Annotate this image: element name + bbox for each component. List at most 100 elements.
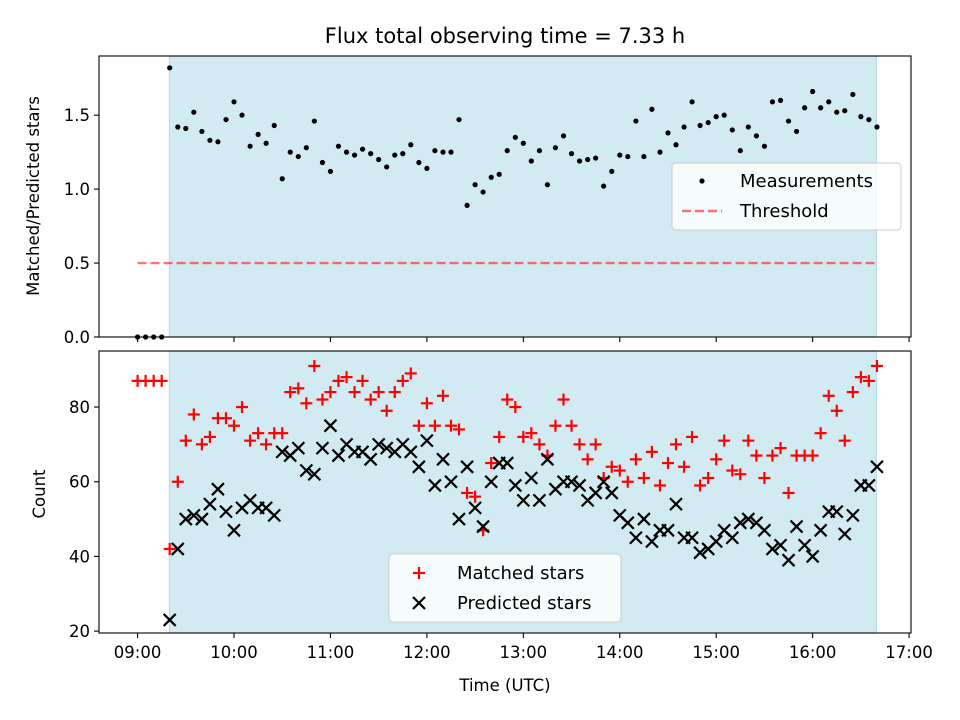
- matched-star-point: [525, 427, 538, 440]
- predicted-star-point: [532, 493, 547, 508]
- matched-star-point: [533, 438, 546, 451]
- measurement-point: [593, 155, 599, 161]
- x-tick-label: 10:00: [210, 643, 258, 662]
- measurement-point: [384, 164, 390, 170]
- matched-star-point: [565, 419, 578, 432]
- measurement-point: [761, 143, 768, 149]
- predicted-star-point: [564, 474, 579, 489]
- measurement-point: [400, 151, 406, 157]
- predicted-star-point: [725, 530, 740, 545]
- measurement-point: [496, 171, 502, 177]
- x-tick-label: 13:00: [500, 643, 548, 662]
- matched-star-point: [276, 427, 289, 440]
- measurement-point: [633, 118, 639, 124]
- measurement-point: [520, 140, 526, 146]
- matched-star-point: [702, 471, 715, 484]
- predicted-star-point: [516, 493, 531, 508]
- measurement-point: [287, 149, 293, 155]
- x-tick-label: 17:00: [885, 643, 933, 662]
- measurement-point: [745, 124, 751, 130]
- measurement-point: [167, 65, 173, 71]
- matched-star-point: [669, 438, 682, 451]
- predicted-star-point: [323, 418, 338, 433]
- predicted-star-point: [171, 542, 185, 556]
- measurement-point: [641, 153, 647, 160]
- measurement-point: [183, 125, 189, 132]
- predicted-star-point: [524, 471, 539, 485]
- measurement-point: [440, 149, 446, 155]
- matched-star-point: [493, 430, 506, 443]
- measurement-point: [552, 145, 559, 151]
- predicted-star-point: [709, 534, 723, 549]
- legend-matched-marker: [413, 567, 425, 579]
- matched-star-point: [228, 419, 241, 432]
- x-tick-label: 09:00: [114, 643, 162, 662]
- matched-star-point: [645, 445, 658, 458]
- measurement-point: [368, 151, 374, 157]
- matched-star-point: [509, 401, 522, 414]
- matched-star-point: [469, 490, 482, 503]
- matched-star-point: [452, 423, 465, 436]
- bottom-panel: 20 40 60 80 09:00 10:00 11:00 12:00 13:00 14:00 1…: [30, 350, 933, 695]
- predicted-star-point: [637, 512, 651, 526]
- matched-star-point: [750, 449, 763, 462]
- matched-star-point: [742, 434, 755, 447]
- predicted-star-point: [685, 530, 699, 545]
- measurement-point: [769, 99, 776, 105]
- measurement-point: [271, 122, 277, 129]
- matched-star-point: [718, 434, 731, 447]
- measurement-point: [175, 124, 181, 130]
- matched-star-point: [613, 464, 626, 477]
- predicted-star-point: [805, 549, 820, 564]
- matched-star-point: [340, 371, 353, 384]
- matched-star-point: [412, 419, 425, 432]
- bottom-legend: Matched stars Predicted stars: [388, 553, 622, 623]
- measurement-point: [874, 124, 880, 130]
- predicted-star-point: [412, 460, 426, 474]
- measurement-point: [247, 143, 253, 149]
- predicted-star-point: [315, 441, 330, 455]
- matched-star-point: [284, 386, 297, 399]
- measurement-point: [335, 143, 342, 149]
- matched-star-point: [292, 382, 305, 395]
- matched-star-point: [806, 449, 819, 462]
- predicted-star-point: [620, 516, 635, 530]
- predicted-star-point: [331, 448, 346, 463]
- matched-star-point: [870, 359, 883, 372]
- matched-star-point: [420, 397, 433, 410]
- measurement-point: [721, 112, 727, 118]
- measurement-point: [753, 133, 760, 139]
- measurement-point: [737, 148, 743, 154]
- measurement-point: [576, 158, 583, 164]
- matched-star-point: [179, 434, 192, 447]
- measurement-point: [512, 134, 518, 140]
- predicted-star-point: [781, 553, 796, 567]
- matched-star-point: [316, 393, 329, 406]
- predicted-star-point: [741, 512, 756, 526]
- matched-star-point: [332, 374, 345, 387]
- matched-star-point: [830, 404, 843, 417]
- legend-predicted-marker: [412, 596, 426, 610]
- bottom-axes-frame: [98, 350, 912, 634]
- predicted-star-point: [661, 523, 675, 538]
- predicted-star-point: [468, 501, 482, 515]
- measurement-point: [408, 142, 414, 148]
- measurement-point: [625, 153, 631, 160]
- measurement-point: [818, 105, 824, 111]
- measurement-point: [199, 128, 205, 135]
- predicted-star-point: [219, 504, 233, 519]
- matched-star-point: [694, 479, 707, 492]
- matched-star-point: [203, 430, 216, 443]
- measurement-point: [255, 131, 261, 137]
- x-tick-label: 15:00: [692, 643, 740, 662]
- measurement-point: [456, 116, 462, 123]
- matched-star-point: [846, 386, 859, 399]
- predicted-star-point: [773, 538, 788, 553]
- matched-star-point: [686, 430, 699, 443]
- matched-star-point: [485, 457, 498, 470]
- measurement-point: [319, 159, 326, 166]
- bottom-y-axis-label: Count: [30, 469, 49, 519]
- predicted-star-point: [195, 512, 209, 526]
- measurement-point: [785, 118, 792, 124]
- matched-star-point: [581, 453, 594, 466]
